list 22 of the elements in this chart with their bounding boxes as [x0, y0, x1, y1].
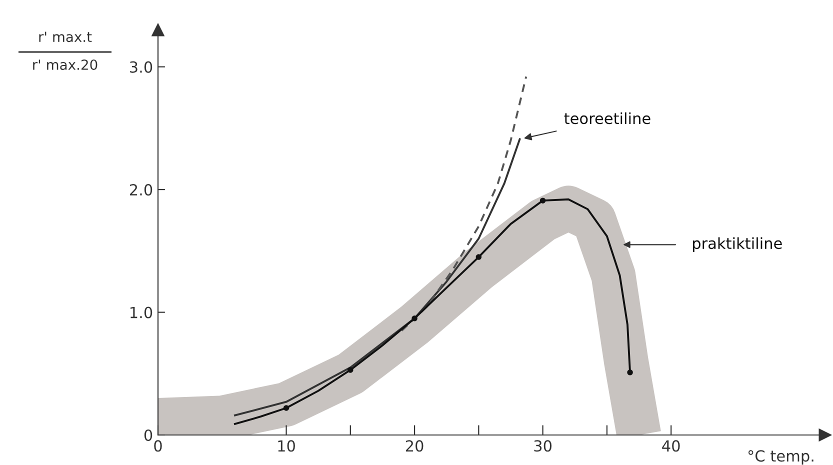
- x-tick-label: 40: [662, 440, 680, 452]
- point: [627, 370, 633, 376]
- line-series: [234, 138, 521, 416]
- point: [283, 405, 290, 411]
- x-tick-label: 30: [534, 440, 552, 452]
- annotation: praktiktiline: [692, 237, 782, 252]
- x-tick-label: 0: [154, 440, 162, 452]
- annotation: teoreetiline: [564, 112, 650, 124]
- point: [476, 254, 482, 260]
- line-series: [234, 198, 632, 425]
- point: [348, 367, 354, 373]
- point: [412, 316, 418, 322]
- y-tick-label: 1.0: [130, 306, 152, 318]
- point: [540, 198, 546, 204]
- x-tick-label: 10: [278, 440, 295, 452]
- y-tick-label: 2.0: [130, 184, 152, 196]
- x-axis-title: °C temp.: [748, 450, 814, 465]
- x-tick-label: 20: [406, 440, 424, 452]
- y-tick-label: 0: [144, 429, 152, 442]
- y-tick-label: 3.0: [130, 61, 152, 73]
- text: r' max.t r' max.20: [33, 32, 98, 70]
- line-series: [400, 76, 528, 332]
